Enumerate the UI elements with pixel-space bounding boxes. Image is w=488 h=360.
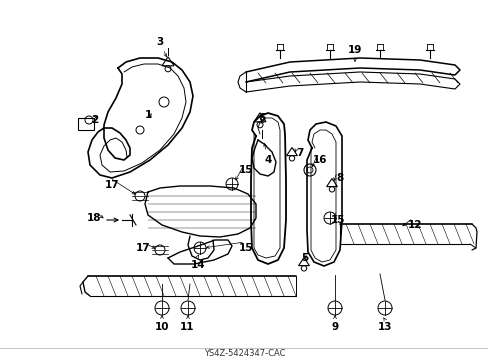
Text: 5: 5 bbox=[301, 253, 308, 263]
Text: 14: 14 bbox=[190, 260, 205, 270]
Text: 3: 3 bbox=[156, 37, 163, 47]
Text: 6: 6 bbox=[258, 113, 265, 123]
Text: 18: 18 bbox=[86, 213, 101, 223]
Text: 15: 15 bbox=[330, 215, 345, 225]
Text: 15: 15 bbox=[238, 165, 253, 175]
Text: 4: 4 bbox=[264, 155, 271, 165]
Text: YS4Z-5424347-CAC: YS4Z-5424347-CAC bbox=[203, 350, 285, 359]
Text: 15: 15 bbox=[238, 243, 253, 253]
Text: 7: 7 bbox=[296, 148, 303, 158]
Text: 8: 8 bbox=[336, 173, 343, 183]
Text: 19: 19 bbox=[347, 45, 362, 55]
Text: 10: 10 bbox=[154, 322, 169, 332]
Text: 9: 9 bbox=[331, 322, 338, 332]
Text: 1: 1 bbox=[144, 110, 151, 120]
Text: 11: 11 bbox=[180, 322, 194, 332]
Text: 13: 13 bbox=[377, 322, 391, 332]
Text: 17: 17 bbox=[135, 243, 150, 253]
Text: 2: 2 bbox=[91, 115, 99, 125]
Text: 12: 12 bbox=[407, 220, 421, 230]
Text: 16: 16 bbox=[312, 155, 326, 165]
Text: 17: 17 bbox=[104, 180, 119, 190]
